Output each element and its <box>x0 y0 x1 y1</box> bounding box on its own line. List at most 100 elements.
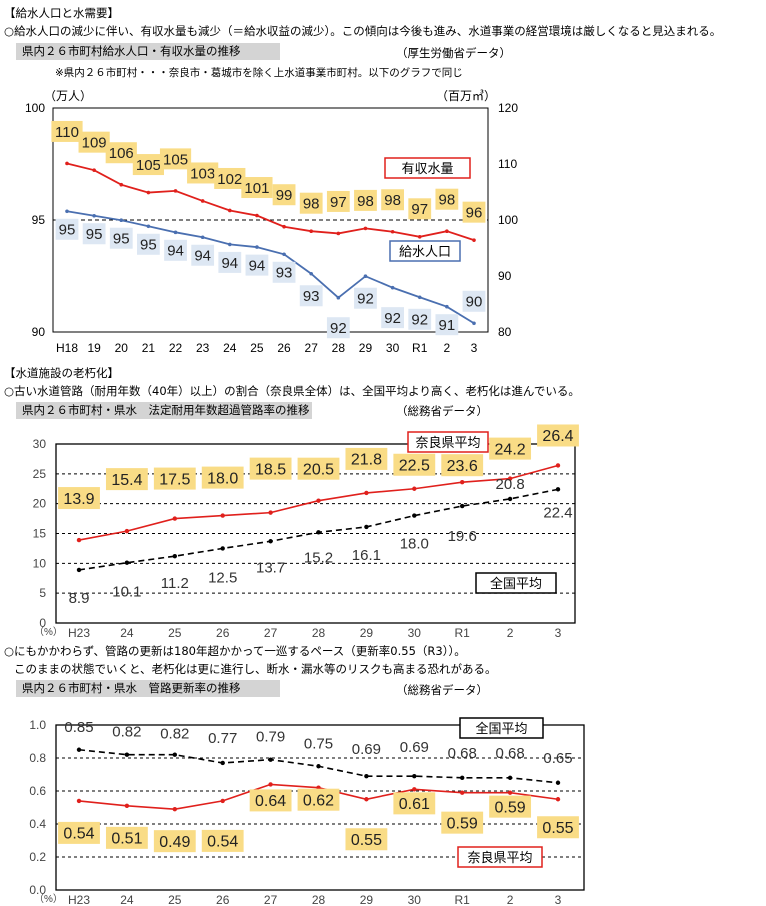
chart1-legend-water-box <box>384 157 471 179</box>
chart2-data-label: 16.1 <box>352 547 381 564</box>
chart1-left-tick: 90 <box>32 325 46 339</box>
chart3-x-tick: 30 <box>408 893 422 906</box>
chart3-data-label: 0.54 <box>63 826 94 843</box>
chart1-data-label: 105 <box>163 151 188 168</box>
chart3-point <box>555 797 561 802</box>
chart2-x-tick: H23 <box>68 626 90 640</box>
chart1-data-label-bg <box>218 251 242 273</box>
chart1-point <box>146 224 151 229</box>
chart1-point <box>309 229 314 233</box>
chart2-x-tick: 3 <box>555 626 562 640</box>
chart3-x-tick: 25 <box>168 893 182 906</box>
chart3-data-label: 0.64 <box>255 793 286 810</box>
chart2-y-tick: 25 <box>33 467 47 481</box>
chart2-point <box>124 560 130 565</box>
chart1-data-label-bg <box>462 201 486 223</box>
chart3-source: （総務省データ） <box>396 683 488 697</box>
chart1-x-tick: 23 <box>196 341 210 355</box>
chart3-data-label-bg <box>105 826 148 849</box>
chart2-data-label-bg <box>297 457 340 480</box>
chart2-plot-area <box>55 443 576 624</box>
chart1-data-label: 106 <box>109 145 134 162</box>
chart1-x-tick: 20 <box>115 341 129 355</box>
chart1-point <box>472 238 476 242</box>
chart3-x-tick: 27 <box>264 893 278 906</box>
chart2-y-tick: 30 <box>33 437 47 451</box>
chart1-point <box>336 231 341 236</box>
chart3-legend-national: 全国平均 <box>475 721 527 736</box>
chart1-data-label-bg <box>272 261 296 283</box>
chart1-data-label: 95 <box>86 226 103 243</box>
chart1-data-label-bg <box>354 287 377 309</box>
chart1-data-label: 94 <box>167 243 184 260</box>
chart1-x-tick: 2 <box>444 341 451 355</box>
chart3-point <box>124 803 130 809</box>
section2-heading: 【水道施設の老朽化】 <box>4 366 119 380</box>
chart3-x-tick: H23 <box>68 893 90 906</box>
chart2-data-label-bg <box>393 453 436 476</box>
chart1-data-label: 102 <box>217 171 242 188</box>
chart1-point <box>200 235 205 240</box>
chart1-point <box>336 295 341 300</box>
chart1-data-label: 110 <box>55 124 79 141</box>
section1-heading: 【給水人口と水需要】 <box>4 6 119 20</box>
chart2-point <box>220 513 225 518</box>
chart1-source: （厚生労働省データ） <box>396 46 511 60</box>
chart2-data-label: 23.6 <box>447 458 478 475</box>
chart3-point <box>268 782 273 787</box>
chart2-data-label: 24.2 <box>495 441 526 458</box>
chart3-x-tick: 29 <box>360 893 374 906</box>
chart2-point <box>220 546 225 551</box>
chart2-y-tick: 10 <box>33 556 47 570</box>
chart1-data-label-bg <box>299 285 323 307</box>
chart3-data-label: 0.85 <box>64 719 93 736</box>
chart1-x-tick: 29 <box>359 341 373 355</box>
chart1-data-label: 97 <box>330 194 347 211</box>
chart1-data-label-bg <box>408 198 432 220</box>
chart2-point <box>268 510 273 515</box>
chart2-data-label: 13.7 <box>256 559 285 576</box>
chart3-point <box>507 775 513 780</box>
chart3-point <box>555 780 561 785</box>
chart1-right-unit: （百万㎥） <box>436 89 496 103</box>
chart1-point <box>390 229 395 234</box>
chart2-point <box>76 567 82 573</box>
chart3-point <box>220 798 225 804</box>
chart3-x-tick: 26 <box>216 893 230 906</box>
chart2-data-label: 12.5 <box>208 569 237 586</box>
chart1-point <box>255 213 259 218</box>
chart1-data-label: 94 <box>221 255 238 272</box>
chart3-data-label-bg <box>153 830 196 853</box>
chart2-point <box>412 486 417 491</box>
chart3-data-label: 0.77 <box>208 730 237 747</box>
chart2-source: （総務省データ） <box>396 404 488 418</box>
chart2-point <box>316 498 321 503</box>
chart1-data-label-bg <box>408 308 432 330</box>
chart1-data-label: 92 <box>357 291 374 308</box>
chart3-point <box>124 752 130 757</box>
chart1-right-tick: 110 <box>498 157 517 171</box>
chart2-point <box>76 537 82 543</box>
section3-statement-1: ○にもかかわらず、管路の更新は180年超かかって一巡するペース（更新率0.55（… <box>4 644 466 658</box>
chart1-x-tick: 21 <box>142 341 156 355</box>
chart1-right-tick: 90 <box>498 269 512 283</box>
chart1-x-tick: 22 <box>169 341 183 355</box>
chart2-data-label: 15.2 <box>304 549 333 566</box>
chart1-point <box>228 242 232 247</box>
chart2-data-label: 26.4 <box>542 428 573 445</box>
chart2-data-label-bg <box>441 454 484 477</box>
chart1-data-label-bg <box>51 120 83 142</box>
chart2-data-label: 17.5 <box>159 471 190 488</box>
chart1-data-label-bg <box>137 233 160 255</box>
chart2-x-tick: 26 <box>216 626 230 640</box>
chart2-data-label-bg <box>489 437 532 460</box>
chart2-point <box>555 487 561 492</box>
chart2-x-tick: R1 <box>455 626 471 640</box>
chart2-title: 県内２６市町村・県水 法定耐用年数超過管路率の推移 <box>16 402 312 419</box>
chart2-data-label-bg <box>537 424 579 447</box>
chart1-data-label-bg <box>78 131 110 153</box>
chart3-point <box>412 787 417 792</box>
chart1-x-tick: 27 <box>305 341 319 355</box>
chart1-left-tick: 100 <box>25 101 45 115</box>
chart3-y-tick: 0.8 <box>29 751 46 765</box>
